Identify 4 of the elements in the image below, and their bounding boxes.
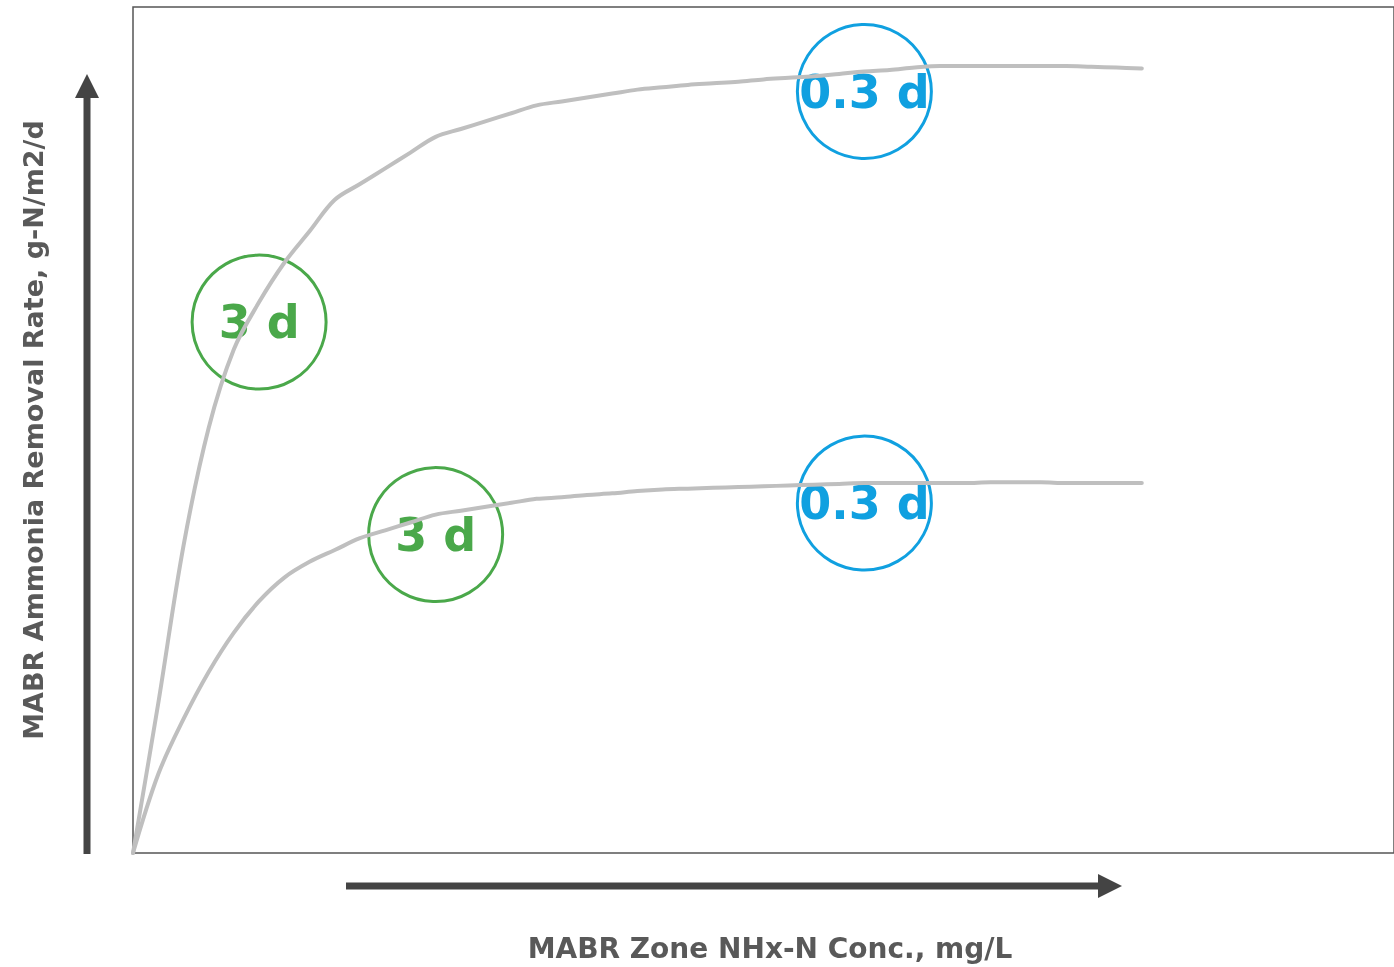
y-axis-title: MABR Ammonia Removal Rate, g-N/m2/d (17, 120, 49, 740)
annotation: 0.3 d (799, 64, 930, 119)
x-axis-title: MABR Zone NHx-N Conc., mg/L (527, 931, 1013, 965)
annotation: 0.3 d (799, 476, 930, 531)
